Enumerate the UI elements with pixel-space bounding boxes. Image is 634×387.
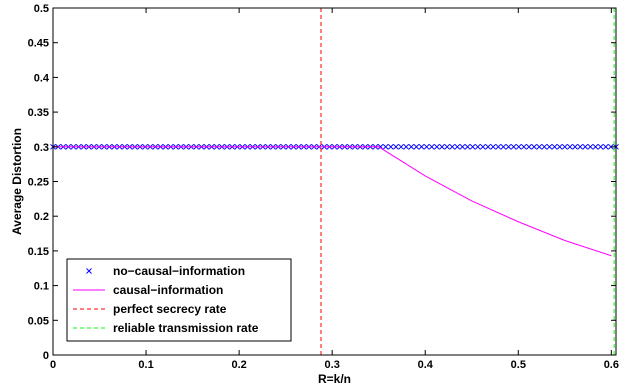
data-point [449,143,456,150]
x-tick-label: 0.1 [138,359,153,371]
data-point [582,143,589,150]
data-point [469,143,476,150]
data-point [485,143,491,150]
data-point [434,143,440,150]
data-point [403,143,410,150]
y-tick-label: 0.2 [34,211,49,223]
data-point [541,143,548,150]
data-point [495,143,502,150]
data-point [597,143,604,150]
x-tick-label: 0.4 [418,359,434,371]
data-point [500,143,507,150]
data-point [428,143,435,150]
y-axis-label: Average Distortion [10,128,24,235]
y-tick-label: 0.3 [34,142,49,154]
data-point [490,143,497,150]
legend-entry: reliable transmission rate [73,321,259,335]
series-layer [50,8,619,355]
data-point [561,143,568,150]
data-point [418,143,425,150]
data-point [454,143,461,150]
data-point [551,143,558,150]
y-tick-label: 0.15 [28,246,49,258]
y-tick-label: 0.45 [28,38,49,50]
data-point [393,143,399,150]
data-point [474,143,481,150]
data-point [531,143,537,150]
x-axis-label: R=k/n [318,372,351,386]
data-point [592,143,599,150]
data-point [505,143,512,150]
y-tick-label: 0.5 [34,3,49,15]
data-point [521,143,527,150]
data-point [382,143,389,150]
data-point [536,143,543,150]
x-tick-label: 0.5 [511,359,526,371]
x-tick-label: 0.2 [231,359,246,371]
data-point [577,143,584,150]
x-tick-label: 0.6 [604,359,619,371]
legend-label: reliable transmission rate [113,321,259,335]
legend-entry: no−causal−information [86,264,245,278]
data-point [556,143,563,150]
data-point [587,143,594,150]
y-tick-label: 0.4 [34,72,50,84]
y-tick-label: 0.1 [34,281,49,293]
data-point [526,143,532,150]
data-point [572,143,578,150]
x-tick-label: 0 [50,359,56,371]
data-point [546,143,553,150]
y-tick-label: 0.35 [28,107,49,119]
y-tick-label: 0.05 [28,315,49,327]
data-point [464,143,471,150]
data-point [408,143,415,150]
data-point [510,143,517,150]
legend-label: causal−information [113,283,223,297]
data-point [423,143,430,150]
legend-entry: causal−information [73,283,223,297]
data-point [515,143,522,150]
legend-entry: perfect secrecy rate [73,302,227,316]
x-tick-label: 0.3 [325,359,340,371]
legend-box [66,258,292,342]
data-point [444,143,450,150]
data-point [480,143,486,150]
data-point [398,143,404,150]
legend-label: perfect secrecy rate [113,302,227,316]
y-tick-label: 0.25 [28,177,49,189]
data-point [387,143,394,150]
data-point [608,143,614,150]
data-point [439,143,445,150]
legend-marker [86,268,92,274]
data-point [602,143,609,150]
data-point [567,143,573,150]
data-point [459,143,466,150]
legend-label: no−causal−information [113,264,245,278]
y-tick-label: 0 [43,350,49,362]
axis-ticks: 0 0.1 0.2 0.3 0.4 0.5 0.6 0 0.05 0.1 0.15 0.2 0.25 0.… [28,3,619,371]
legend: no−causal−information causal−information p… [66,258,292,342]
data-point [413,143,420,150]
series-line [53,146,612,257]
